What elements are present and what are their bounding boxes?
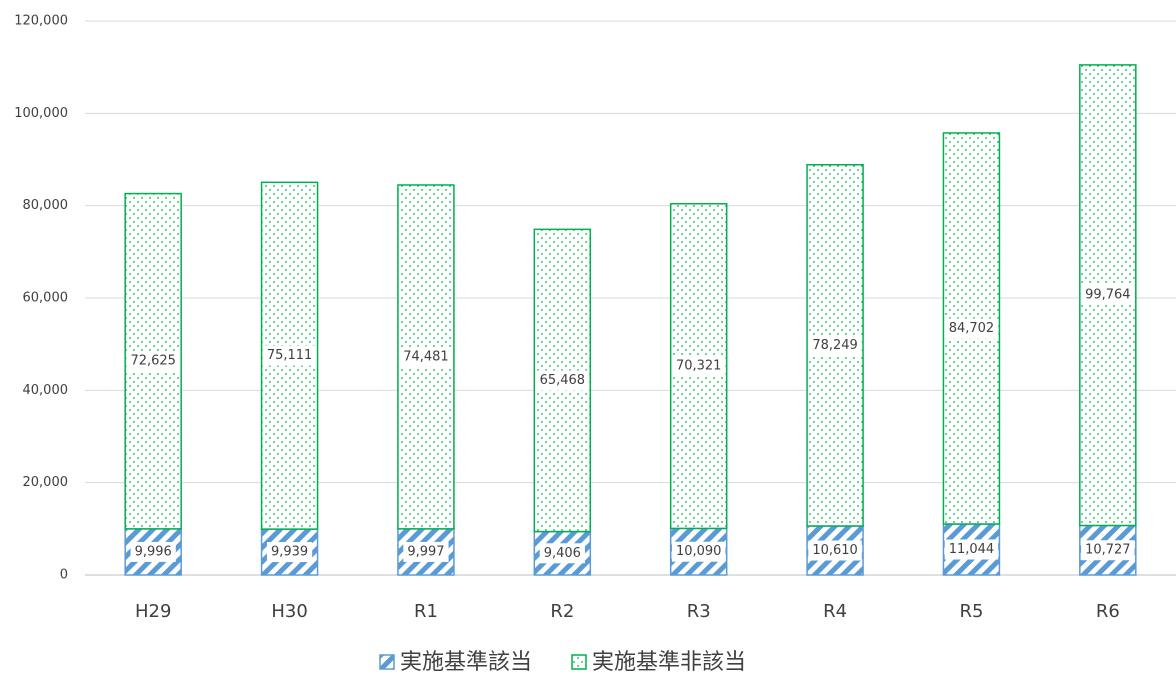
y-tick-label: 120,000 bbox=[14, 14, 68, 29]
data-label: 10,090 bbox=[676, 544, 722, 559]
legend-swatch bbox=[571, 654, 587, 670]
data-label: 11,044 bbox=[949, 542, 995, 557]
y-tick-label: 40,000 bbox=[23, 383, 69, 398]
x-tick-label: R1 bbox=[414, 601, 438, 622]
data-label-bg bbox=[262, 345, 317, 366]
data-label-bg bbox=[671, 356, 726, 377]
x-tick-label: R4 bbox=[823, 601, 847, 622]
data-label-bg bbox=[403, 541, 449, 562]
x-tick-label: H30 bbox=[271, 601, 307, 622]
legend-swatch bbox=[379, 654, 395, 670]
y-tick-label: 20,000 bbox=[23, 475, 69, 490]
data-label: 65,468 bbox=[540, 373, 586, 388]
data-label-bg bbox=[808, 540, 862, 561]
data-label-bg bbox=[1081, 285, 1135, 306]
data-label: 84,702 bbox=[949, 321, 995, 336]
y-tick-label: 60,000 bbox=[23, 291, 69, 306]
data-label: 74,481 bbox=[403, 349, 449, 364]
data-label: 99,764 bbox=[1085, 288, 1131, 303]
legend-label: 実施基準非該当 bbox=[592, 650, 746, 675]
data-label: 9,997 bbox=[407, 544, 444, 559]
data-label: 9,406 bbox=[544, 546, 581, 561]
data-label: 10,727 bbox=[1085, 543, 1131, 558]
x-tick-label: R3 bbox=[687, 601, 711, 622]
data-label: 78,249 bbox=[812, 338, 858, 353]
data-label-bg bbox=[944, 318, 999, 339]
data-label-bg bbox=[130, 541, 176, 562]
data-label-bg bbox=[535, 370, 590, 391]
data-label-bg bbox=[944, 539, 999, 560]
data-label-bg bbox=[126, 351, 180, 372]
data-label-bg bbox=[1081, 540, 1135, 561]
data-label: 70,321 bbox=[676, 359, 722, 374]
data-label: 10,610 bbox=[812, 543, 858, 558]
legend-label: 実施基準該当 bbox=[400, 650, 532, 675]
y-tick-label: 80,000 bbox=[23, 198, 69, 213]
x-tick-label: R5 bbox=[959, 601, 983, 622]
data-label-bg bbox=[266, 542, 313, 563]
data-label: 9,939 bbox=[271, 545, 308, 560]
x-tick-label: H29 bbox=[135, 601, 171, 622]
data-label: 72,625 bbox=[130, 354, 176, 369]
y-tick-label: 100,000 bbox=[14, 106, 68, 121]
data-label-bg bbox=[808, 335, 862, 356]
x-tick-label: R2 bbox=[550, 601, 574, 622]
data-label: 9,996 bbox=[135, 544, 172, 559]
data-label: 75,111 bbox=[267, 348, 313, 363]
data-label-bg bbox=[399, 346, 453, 367]
data-label-bg bbox=[671, 541, 726, 562]
x-tick-label: R6 bbox=[1096, 601, 1120, 622]
data-label-bg bbox=[539, 543, 585, 564]
y-tick-label: 0 bbox=[60, 568, 68, 583]
